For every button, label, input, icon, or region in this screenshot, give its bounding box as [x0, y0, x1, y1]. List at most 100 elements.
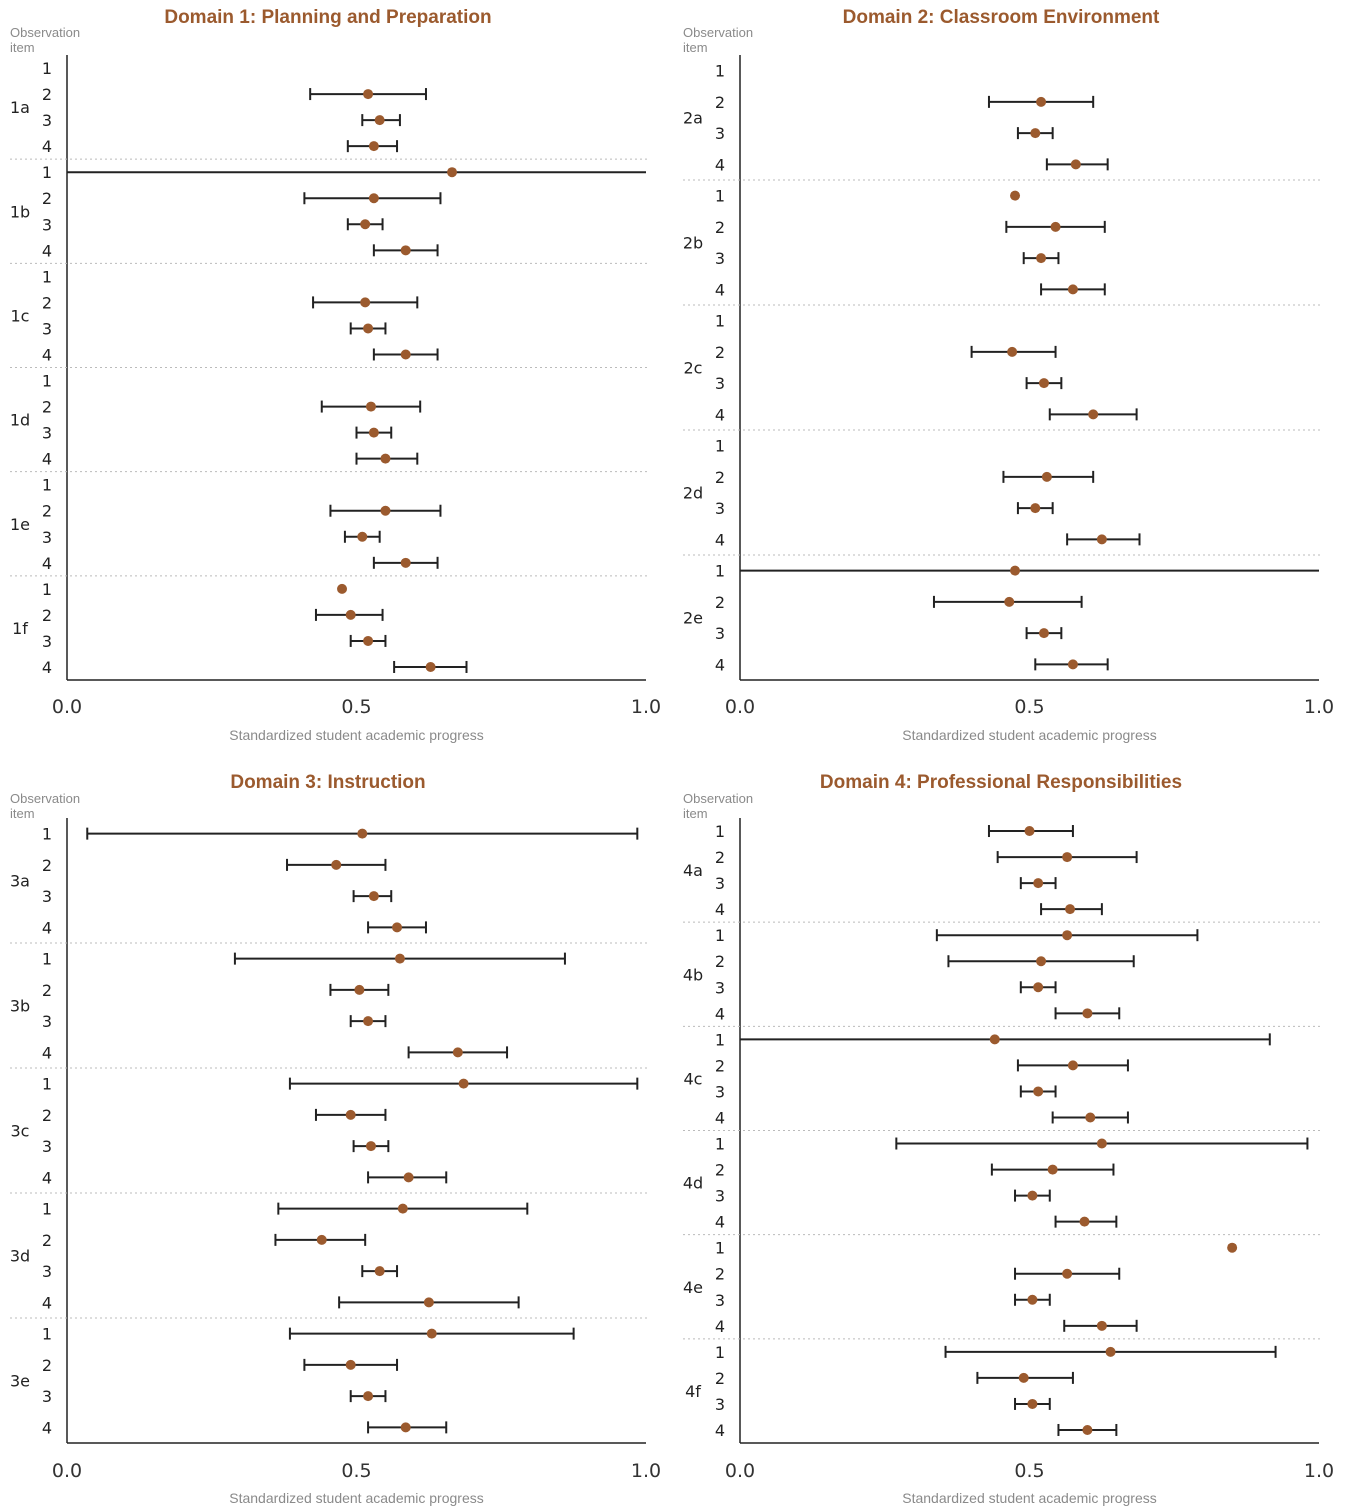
chart-panel-2: Domain 2: Classroom Environment Observati… [683, 7, 1334, 743]
item-tick-label: 3 [715, 978, 725, 997]
item-tick-label: 2 [42, 1231, 52, 1250]
data-point [368, 427, 379, 438]
item-tick-label: 2 [715, 1161, 725, 1180]
item-tick-label: 2 [42, 85, 52, 104]
data-point [1096, 1138, 1107, 1149]
item-tick-label: 2 [715, 952, 725, 971]
x-tick-label: 0.0 [52, 696, 82, 718]
item-tick-label: 2 [715, 848, 725, 867]
item-tick-label: 4 [42, 1168, 52, 1187]
item-tick-label: 2 [715, 93, 725, 112]
chart-title: Domain 3: Instruction [230, 772, 425, 793]
item-tick-label: 3 [715, 874, 725, 893]
data-point [331, 859, 342, 870]
group-label: 2a [683, 109, 703, 128]
group-label: 4e [683, 1278, 703, 1297]
data-point [447, 167, 458, 178]
data-point [368, 193, 379, 204]
data-point [400, 1422, 411, 1433]
y-axis-title: item [10, 806, 35, 821]
item-tick-label: 4 [715, 155, 725, 174]
item-tick-label: 3 [715, 1291, 725, 1310]
data-point [363, 635, 374, 646]
item-tick-label: 1 [715, 1135, 725, 1154]
item-tick-label: 3 [42, 1137, 52, 1156]
item-tick-label: 4 [715, 900, 725, 919]
data-point [1082, 1424, 1093, 1435]
data-point [1062, 1268, 1073, 1279]
data-point [403, 1172, 414, 1183]
item-tick-label: 2 [715, 1369, 725, 1388]
data-point [337, 583, 348, 594]
chart-title: Domain 1: Planning and Preparation [164, 7, 491, 28]
data-point [1007, 346, 1018, 357]
data-point [368, 891, 379, 902]
data-point [1096, 1320, 1107, 1331]
item-tick-label: 1 [42, 163, 52, 182]
data-point [1033, 982, 1044, 993]
data-point [1065, 904, 1076, 915]
data-point [425, 661, 436, 672]
x-axis-title: Standardized student academic progress [229, 1490, 483, 1506]
data-point [1036, 96, 1047, 107]
data-point [423, 1297, 434, 1308]
item-tick-label: 1 [715, 1239, 725, 1258]
item-tick-label: 2 [715, 468, 725, 487]
data-point [1067, 1060, 1078, 1071]
data-point [316, 1234, 327, 1245]
item-tick-label: 1 [42, 950, 52, 969]
item-tick-label: 1 [715, 1343, 725, 1362]
data-point [1036, 956, 1047, 967]
y-axis-title: item [683, 806, 708, 821]
data-point [397, 1203, 408, 1214]
data-point [1067, 284, 1078, 295]
data-point [345, 1109, 356, 1120]
data-point [1062, 852, 1073, 863]
x-tick-label: 0.0 [52, 1460, 82, 1482]
item-tick-label: 4 [715, 1213, 725, 1232]
data-point [363, 323, 374, 334]
item-tick-label: 1 [715, 312, 725, 331]
item-tick-label: 3 [715, 1395, 725, 1414]
data-point [1030, 128, 1041, 139]
item-tick-label: 1 [42, 476, 52, 495]
data-point [426, 1328, 437, 1339]
chart-panel-4: Domain 4: Professional Responsibilities O… [683, 772, 1334, 1506]
y-axis-title: Observation [10, 791, 80, 806]
data-point [360, 297, 371, 308]
item-tick-label: 1 [42, 372, 52, 391]
x-axis-title: Standardized student academic progress [902, 727, 1156, 743]
item-tick-label: 1 [42, 1075, 52, 1094]
item-tick-label: 3 [42, 632, 52, 651]
data-point [345, 1359, 356, 1370]
group-label: 1a [10, 98, 30, 117]
item-tick-label: 3 [715, 374, 725, 393]
item-tick-label: 2 [715, 218, 725, 237]
item-tick-label: 4 [42, 450, 52, 469]
data-point [1010, 190, 1021, 201]
x-tick-label: 0.5 [341, 696, 371, 718]
x-axis-title: Standardized student academic progress [902, 1490, 1156, 1506]
chart-title: Domain 2: Classroom Environment [843, 7, 1160, 28]
group-label: 1d [10, 411, 30, 430]
item-tick-label: 2 [42, 1106, 52, 1125]
data-point [1036, 253, 1047, 264]
item-tick-label: 3 [42, 1262, 52, 1281]
item-tick-label: 1 [715, 822, 725, 841]
data-point [1088, 409, 1099, 420]
x-tick-label: 0.5 [1014, 1460, 1044, 1482]
data-point [1096, 534, 1107, 545]
item-tick-label: 4 [42, 345, 52, 364]
data-point [357, 828, 368, 839]
data-point [452, 1047, 463, 1058]
item-tick-label: 1 [715, 1030, 725, 1049]
item-tick-label: 2 [42, 189, 52, 208]
item-tick-label: 2 [42, 981, 52, 1000]
data-point [392, 922, 403, 933]
item-tick-label: 3 [715, 499, 725, 518]
data-point [1041, 471, 1052, 482]
item-tick-label: 3 [715, 624, 725, 643]
item-tick-label: 3 [715, 124, 725, 143]
data-point [1227, 1242, 1238, 1253]
